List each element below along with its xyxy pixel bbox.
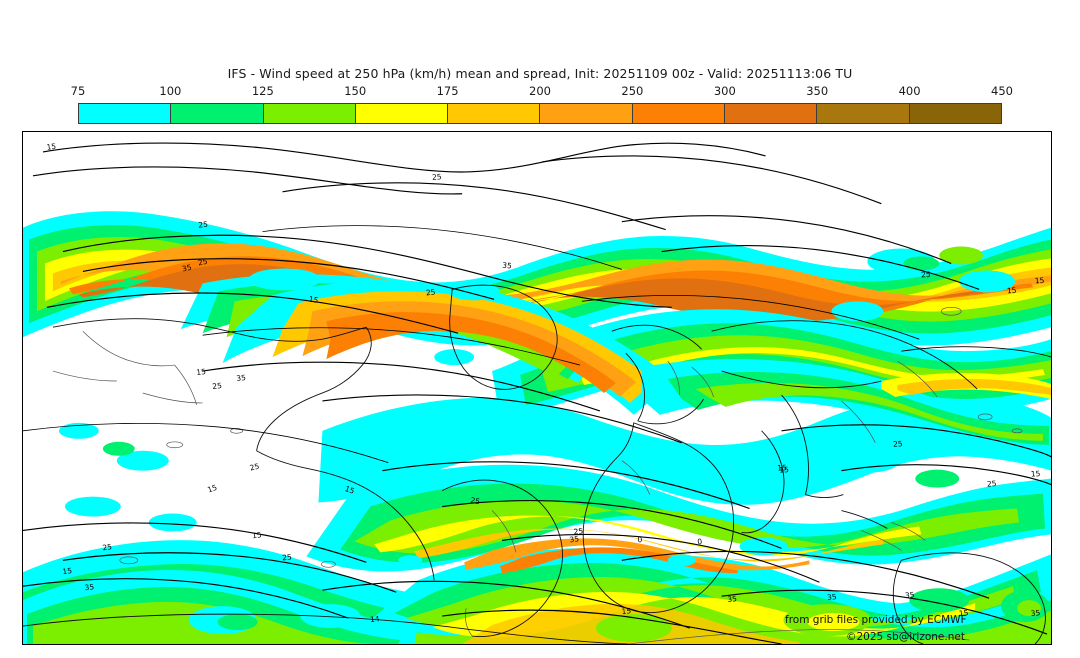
- credit-source: from grib files provided by ECMWF: [785, 614, 967, 626]
- svg-text:15: 15: [344, 484, 356, 496]
- spread-contours: 15 25 15 35 25 15 25 35 25 15 25 15 25 3…: [23, 142, 1051, 644]
- svg-text:0: 0: [637, 535, 643, 544]
- colorbar-band-175-200: [448, 104, 541, 123]
- svg-text:25: 25: [282, 552, 293, 562]
- colorbar-tick-400: 400: [898, 84, 921, 98]
- svg-text:25: 25: [987, 479, 997, 489]
- svg-text:15: 15: [62, 566, 73, 576]
- svg-text:25: 25: [425, 287, 436, 297]
- colorbar-band-100-125: [171, 104, 264, 123]
- colorbar-tick-150: 150: [344, 84, 367, 98]
- svg-text:15: 15: [206, 483, 218, 495]
- colorbar-band-150-175: [355, 104, 449, 123]
- svg-text:25: 25: [893, 439, 903, 449]
- svg-text:15: 15: [196, 367, 207, 377]
- colorbar-tick-75: 75: [70, 84, 86, 98]
- svg-text:25: 25: [249, 462, 261, 473]
- colorbar-tick-350: 350: [806, 84, 829, 98]
- svg-text:15: 15: [1007, 286, 1017, 296]
- svg-text:15: 15: [308, 294, 319, 305]
- svg-text:15: 15: [1035, 276, 1045, 286]
- svg-text:35: 35: [1030, 608, 1041, 618]
- svg-text:15: 15: [46, 142, 57, 152]
- svg-text:25: 25: [432, 172, 442, 182]
- colorbar-band-250-300: [632, 104, 726, 123]
- colorbar-band-75-100: [79, 104, 172, 123]
- colorbar-tick-100: 100: [159, 84, 182, 98]
- colorbar-band-400-450: [909, 104, 1001, 123]
- svg-text:15: 15: [1031, 469, 1041, 479]
- colorbar-tick-175: 175: [436, 84, 459, 98]
- svg-text:35: 35: [727, 594, 738, 604]
- colorbar-band-350-400: [817, 104, 910, 123]
- svg-text:25: 25: [921, 270, 931, 280]
- colorbar-band-200-250: [540, 104, 633, 123]
- map-svg: 15 25 15 35 25 15 25 35 25 15 25 15 25 3…: [23, 142, 1051, 644]
- colorbar-tick-200: 200: [529, 84, 551, 98]
- svg-text:25: 25: [102, 542, 113, 552]
- svg-text:35: 35: [905, 590, 916, 600]
- wind-speed-shading: [23, 211, 1051, 644]
- coastlines: [23, 284, 1046, 644]
- colorbar-band-125-150: [263, 104, 356, 123]
- svg-text:35: 35: [181, 263, 192, 274]
- colorbar-tick-labels: 75 100 125 150 175 200 250 300 350 400 450: [71, 84, 1013, 124]
- svg-text:15: 15: [252, 530, 263, 540]
- colorbar-band-300-350: [725, 104, 818, 123]
- colorbar-tick-125: 125: [251, 84, 274, 98]
- contour-labels: 15 25 15 35 25 15 25 35 25 15 25 15 25 3…: [46, 142, 1045, 624]
- colorbar-bands: [78, 103, 1002, 124]
- svg-text:15: 15: [779, 465, 789, 475]
- svg-text:0: 0: [697, 537, 703, 546]
- map-canvas[interactable]: 15 25 15 35 25 15 25 35 25 15 25 15 25 3…: [22, 131, 1052, 645]
- svg-text:15: 15: [777, 463, 787, 473]
- svg-text:25: 25: [212, 381, 223, 391]
- page-title: IFS - Wind speed at 250 hPa (km/h) mean …: [227, 66, 853, 81]
- colorbar: 75 100 125 150 175 200 250 300 350 400 450: [71, 84, 1013, 124]
- svg-text:25: 25: [197, 257, 208, 268]
- svg-text:25: 25: [198, 220, 209, 230]
- svg-text:35: 35: [236, 373, 247, 383]
- svg-text:14: 14: [370, 614, 381, 624]
- credit-copyright: ©2025 sb@irizone.net: [846, 631, 965, 643]
- svg-text:35: 35: [502, 261, 513, 271]
- svg-text:25: 25: [573, 526, 584, 536]
- colorbar-tick-250: 250: [621, 84, 644, 98]
- svg-text:35: 35: [84, 582, 95, 592]
- svg-text:25: 25: [470, 496, 481, 507]
- svg-text:35: 35: [827, 592, 838, 602]
- svg-text:15: 15: [958, 608, 969, 618]
- svg-text:15: 15: [621, 606, 632, 616]
- colorbar-tick-450: 450: [991, 84, 1013, 98]
- svg-text:35: 35: [569, 534, 580, 544]
- colorbar-tick-300: 300: [713, 84, 736, 98]
